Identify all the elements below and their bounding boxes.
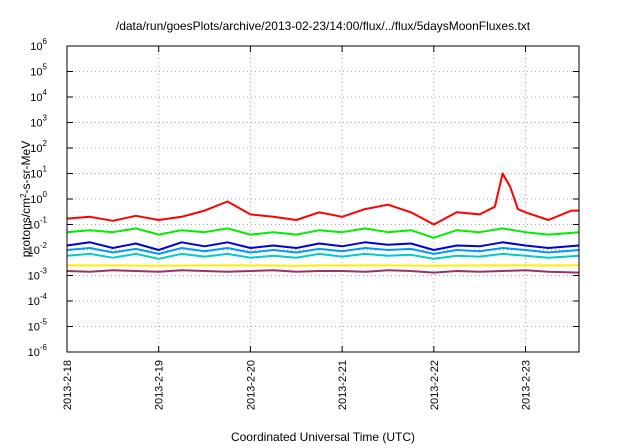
series-line-6 (66, 269, 580, 274)
series-line-1 (66, 227, 580, 239)
grid-lines (66, 45, 579, 353)
y-tick-label: 101 (30, 165, 47, 181)
y-tick-label: 10-3 (28, 267, 48, 283)
y-tick-label: 105 (30, 63, 47, 79)
x-tick-label: 2013-2-21 (337, 360, 349, 410)
x-tick-label: 2013-2-22 (429, 360, 441, 410)
x-axis-label: Coordinated Universal Time (UTC) (231, 430, 415, 444)
y-tick-label: 10-6 (28, 343, 48, 359)
y-tick-label: 10-2 (28, 241, 48, 257)
y-tick-label: 10-4 (28, 292, 48, 308)
x-tick-labels: 2013-2-18 2013-2-19 2013-2-20 2013-2-21 2013… (62, 360, 533, 410)
y-tick-label: 10-1 (28, 216, 48, 232)
x-tick-label: 2013-2-23 (521, 360, 533, 410)
series-line-3 (66, 247, 580, 255)
x-tick-label: 2013-2-19 (154, 360, 166, 410)
y-tick-label: 100 (30, 190, 47, 206)
x-tick-label: 2013-2-18 (62, 360, 74, 410)
x-tick-label: 2013-2-20 (245, 360, 257, 410)
y-tick-label: 10-5 (28, 318, 48, 334)
series-line-2 (66, 241, 580, 251)
series-group (66, 172, 580, 274)
y-tick-labels: 10-6 10-5 10-4 10-3 10-2 10-1 100 101 102 103 104 1… (28, 37, 48, 359)
series-line-4 (66, 252, 580, 260)
y-axis-label: protons/cm2-s-sr-MeV (19, 141, 33, 257)
y-tick-label: 103 (30, 114, 47, 130)
plot-frame (66, 45, 580, 353)
y-tick-label: 104 (30, 88, 47, 104)
y-tick-label: 102 (30, 139, 47, 155)
y-tick-label: 106 (30, 37, 47, 53)
series-line-0 (66, 172, 579, 226)
chart-title: /data/run/goesPlots/archive/2013-02-23/1… (116, 19, 531, 33)
